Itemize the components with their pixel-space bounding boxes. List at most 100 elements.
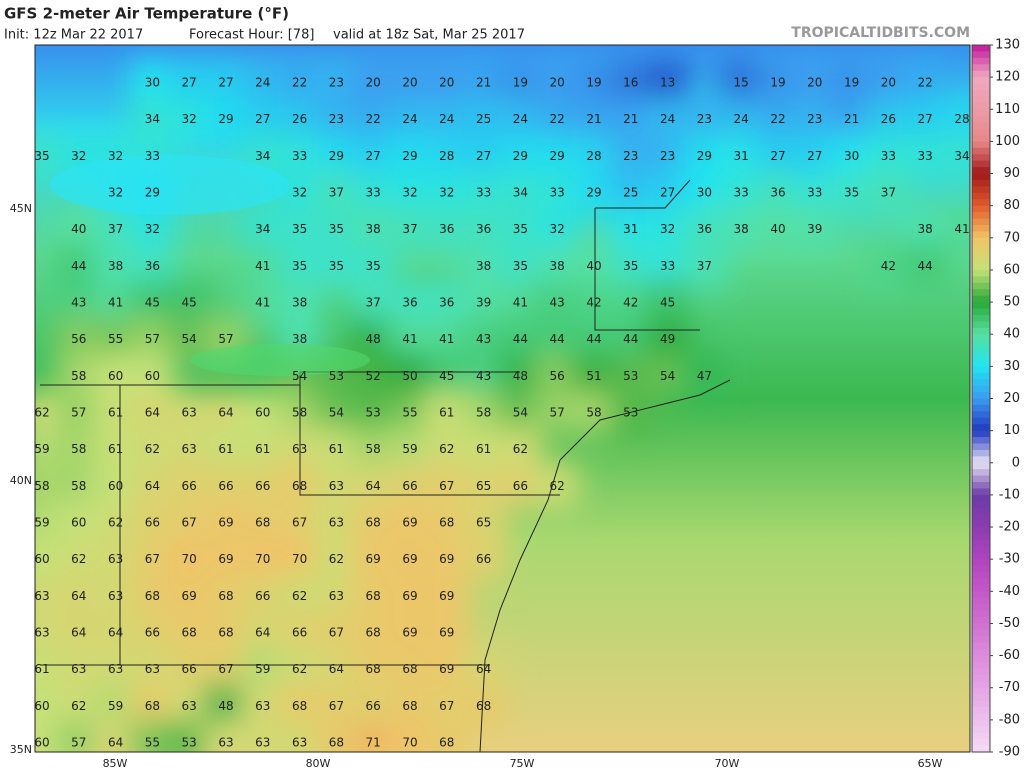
temperature-label: 69: [439, 626, 454, 640]
temperature-label: 29: [402, 149, 417, 163]
temperature-label: 55: [108, 332, 123, 346]
colorbar-swatch: [972, 57, 990, 65]
temperature-label: 33: [145, 149, 160, 163]
temperature-cell: [93, 207, 138, 252]
temperature-label: 69: [182, 589, 197, 603]
colorbar-swatch: [972, 327, 990, 335]
colorbar-swatch: [972, 539, 990, 547]
colorbar-swatch: [972, 173, 990, 181]
temperature-cell: [351, 427, 396, 472]
colorbar-swatch: [972, 244, 990, 252]
temperature-label: 44: [623, 332, 638, 346]
temperature-label: 33: [550, 186, 565, 200]
temperature-label: 41: [255, 296, 270, 310]
colorbar-swatch: [972, 96, 990, 104]
temperature-label: 21: [623, 112, 638, 126]
map-axes: 45N 40N 35N 85W 80W 75W 70W 65W: [10, 202, 943, 770]
temperature-label: 70: [292, 552, 307, 566]
temperature-label: 63: [218, 736, 233, 750]
temperature-label: 35: [513, 259, 528, 273]
colorbar-swatch: [972, 520, 990, 528]
colorbar-swatch: [972, 231, 990, 239]
colorbar-tick-label: 100: [995, 134, 1020, 149]
colorbar-swatch: [972, 565, 990, 573]
temperature-label: 16: [623, 76, 638, 90]
temperature-label: 30: [697, 186, 712, 200]
temperature-label: 60: [34, 699, 49, 713]
temperature-label: 48: [513, 369, 528, 383]
colorbar-swatch: [972, 629, 990, 637]
temperature-label: 66: [292, 626, 307, 640]
colorbar-swatch: [972, 102, 990, 110]
temperature-label: 66: [255, 589, 270, 603]
temperature-label: 66: [513, 479, 528, 493]
colorbar-swatch: [972, 64, 990, 72]
temperature-label: 20: [439, 76, 454, 90]
colorbar-swatch: [972, 449, 990, 457]
temperature-label: 27: [807, 149, 822, 163]
colorbar-swatch: [972, 321, 990, 329]
temperature-label: 70: [255, 552, 270, 566]
temperature-label: 29: [145, 186, 160, 200]
temperature-label: 32: [550, 222, 565, 236]
temperature-label: 37: [402, 222, 417, 236]
temperature-label: 27: [182, 76, 197, 90]
temperature-label: 59: [34, 442, 49, 456]
temperature-label: 66: [366, 699, 381, 713]
colorbar-tick-label: 40: [1003, 327, 1020, 342]
colorbar-swatch: [972, 610, 990, 618]
temperature-cell: [130, 207, 175, 252]
temperature-label: 32: [660, 222, 675, 236]
temperature-label: 32: [71, 149, 86, 163]
colorbar-swatch: [972, 353, 990, 361]
colorbar-swatch: [972, 559, 990, 567]
temperature-label: 62: [329, 552, 344, 566]
colorbar-swatch: [972, 597, 990, 605]
colorbar-swatch: [972, 51, 990, 59]
colorbar-swatch: [972, 192, 990, 200]
latitude-label: 35N: [10, 743, 32, 756]
temperature-label: 24: [439, 112, 454, 126]
temperature-label: 65: [476, 516, 491, 530]
colorbar-swatch: [972, 578, 990, 586]
colorbar-swatch: [972, 302, 990, 310]
temperature-label: 67: [292, 516, 307, 530]
temperature-label: 63: [34, 626, 49, 640]
temperature-label: 63: [255, 699, 270, 713]
temperature-label: 43: [476, 332, 491, 346]
colorbar-tick-label: -30: [999, 552, 1020, 567]
temperature-label: 61: [108, 406, 123, 420]
temperature-label: 30: [844, 149, 859, 163]
colorbar-swatch: [972, 404, 990, 412]
temperature-label: 68: [182, 626, 197, 640]
temperature-label: 63: [34, 589, 49, 603]
colorbar-swatch: [972, 604, 990, 612]
temperature-label: 33: [881, 149, 896, 163]
temperature-label: 64: [329, 662, 344, 676]
temperature-label: 60: [145, 369, 160, 383]
temperature-label: 38: [476, 259, 491, 273]
temperature-label: 43: [476, 369, 491, 383]
temperature-label: 68: [329, 736, 344, 750]
temperature-label: 34: [145, 112, 160, 126]
colorbar-swatch: [972, 134, 990, 143]
temperature-label: 44: [513, 332, 528, 346]
colorbar-swatch: [972, 719, 990, 727]
colorbar-tick-label: 50: [1003, 295, 1020, 310]
temperature-label: 58: [71, 479, 86, 493]
temperature-label: 21: [844, 112, 859, 126]
colorbar-tick-label: 120: [995, 70, 1020, 85]
temperature-label: 66: [145, 516, 160, 530]
temperature-label: 66: [182, 662, 197, 676]
temperature-label: 27: [918, 112, 933, 126]
temperature-label: 53: [623, 406, 638, 420]
temperature-label: 37: [108, 222, 123, 236]
temperature-label: 29: [697, 149, 712, 163]
temperature-label: 68: [439, 516, 454, 530]
temperature-label: 62: [292, 662, 307, 676]
temperature-label: 43: [71, 296, 86, 310]
colorbar-swatch: [972, 462, 990, 470]
colorbar-swatch: [972, 707, 990, 715]
temperature-label: 40: [71, 222, 86, 236]
